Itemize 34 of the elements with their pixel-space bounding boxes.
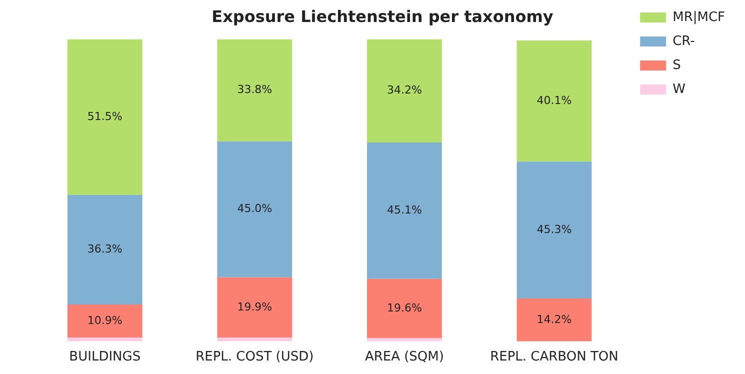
data-label: 19.6% (386, 301, 422, 314)
bar (217, 277, 292, 338)
legend-label: W (672, 82, 686, 97)
data-label: 45.3% (536, 222, 572, 236)
legend-label: S (672, 58, 681, 73)
bar (67, 194, 142, 305)
bar (217, 141, 292, 278)
bar (366, 39, 442, 143)
x-tick-label: REPL. CARBON TON (490, 350, 618, 365)
x-tick-label: REPL. COST (USD) (196, 350, 314, 365)
bar (366, 142, 442, 279)
data-label: 10.9% (87, 314, 122, 327)
data-label: 19.9% (237, 300, 272, 314)
data-label: 36.3% (87, 242, 122, 256)
bar (67, 304, 142, 338)
data-label: 33.8% (237, 83, 272, 96)
legend-label: MR|MCF (672, 10, 726, 25)
x-tick-label: BUILDINGS (69, 350, 141, 365)
chart-title: Exposure Liechtenstein per taxonomy (212, 6, 554, 26)
data-label: 40.1% (536, 94, 572, 107)
bar (217, 39, 292, 142)
legend-label: CR- (672, 34, 696, 49)
bar (366, 338, 442, 342)
data-label: 45.0% (237, 202, 272, 216)
data-label: 51.5% (87, 110, 122, 123)
data-label: 14.2% (536, 312, 572, 326)
data-label: 45.1% (386, 204, 422, 217)
bar (516, 298, 592, 342)
bar (516, 162, 592, 298)
x-tick-label: AREA (SQM) (364, 350, 444, 365)
bar (67, 39, 142, 195)
data-label: 34.2% (386, 84, 422, 97)
bar (366, 278, 442, 338)
bar (516, 40, 592, 162)
